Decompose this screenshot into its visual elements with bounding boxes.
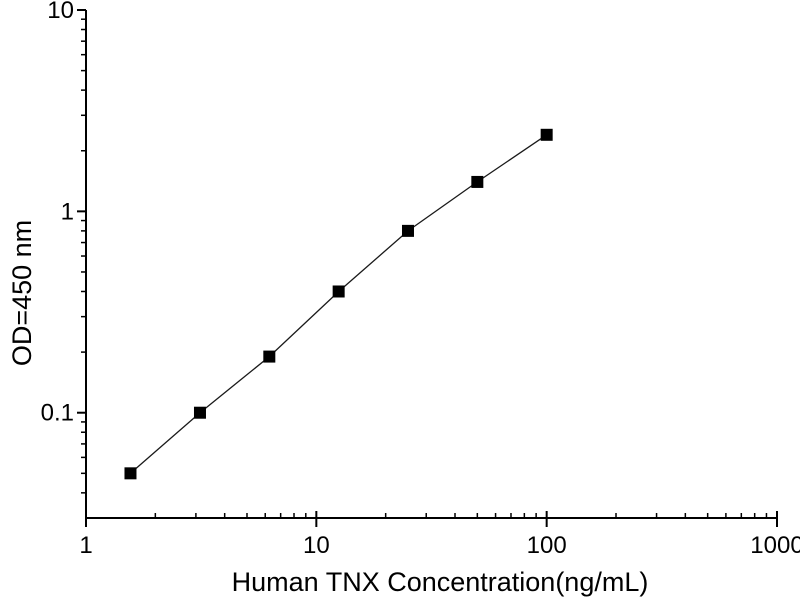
y-tick-label: 10: [47, 0, 74, 24]
data-point-marker: [263, 350, 276, 363]
tick-labels-group: 1 10 100 1000 0.1 1 10: [41, 0, 800, 559]
x-tick-label: 100: [527, 532, 567, 559]
data-point-marker: [540, 128, 553, 141]
data-point-marker: [193, 406, 206, 419]
data-point-marker: [401, 224, 414, 237]
series-group: [124, 128, 553, 480]
y-tick-label: 1: [61, 198, 74, 225]
ticks-group: [77, 9, 778, 527]
data-point-marker: [332, 285, 345, 298]
y-axis-title: OD=450 nm: [7, 220, 37, 366]
axes-group: [85, 10, 778, 519]
curve-line: [130, 134, 548, 474]
x-tick-label: 1: [79, 532, 92, 559]
x-axis-title: Human TNX Concentration(ng/mL): [232, 567, 649, 597]
x-tick-label: 10: [303, 532, 330, 559]
data-point-marker: [471, 175, 484, 188]
y-tick-label: 0.1: [41, 400, 74, 427]
data-point-marker: [124, 467, 137, 480]
x-tick-label: 1000: [750, 532, 800, 559]
